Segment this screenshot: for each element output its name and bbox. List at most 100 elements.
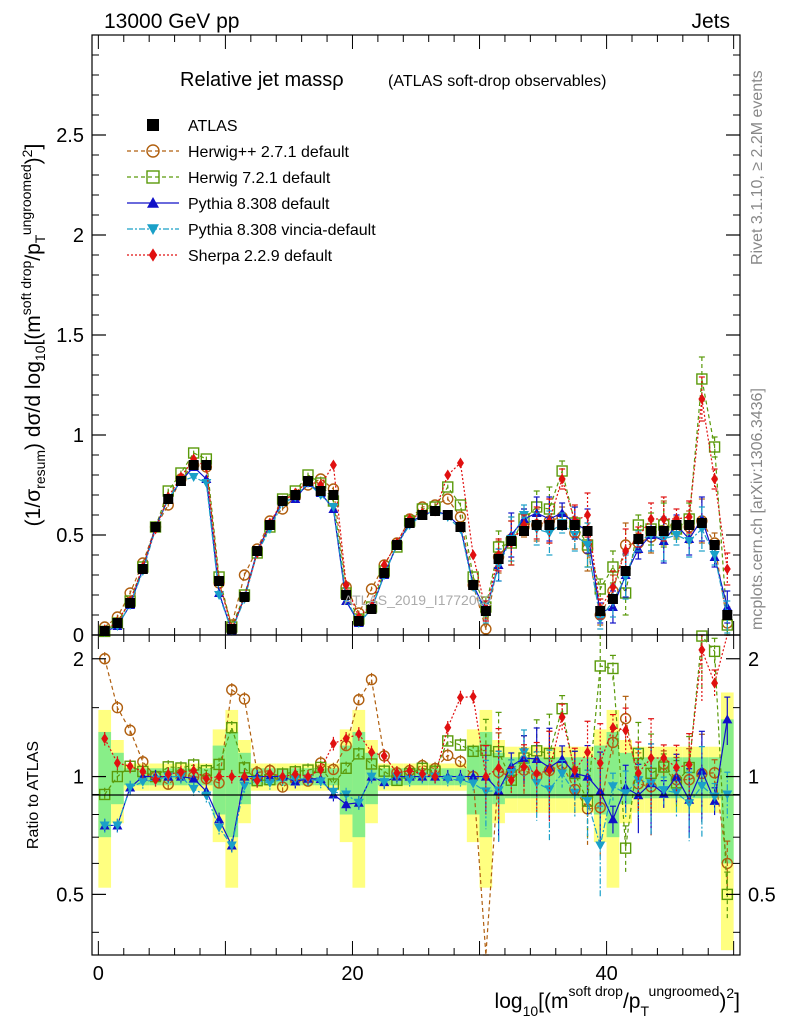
ratio-y-tick-label: 2 [73,649,84,671]
ratio-point [619,842,632,854]
axes: 0 0.5 1 1.5 2 2.5 0 20 40 0.5 0.5 1 1 2 2 [56,34,776,985]
ratio-point [454,739,467,751]
ratio-point [126,760,134,772]
data-point [341,590,352,600]
y-tick-label: 0.5 [56,525,84,547]
legend-label: Sherpa 2.2.9 default [188,248,333,265]
ratio-point [468,771,479,781]
data-point [620,566,631,576]
x-tick-label: 0 [93,963,104,985]
ratio-point [584,746,592,758]
data-point [137,564,148,574]
ratio-point [607,662,619,675]
legend-label: ATLAS [188,118,238,135]
data-point [329,459,337,471]
data-point [569,520,580,530]
data-point [709,551,720,560]
ratio-point [164,768,172,780]
mcplots-label: mcplots.cern.ch [arXiv:1306.3436] [749,388,766,630]
ratio-point [558,711,566,723]
ratio-point [226,721,238,734]
ratio-point [582,797,593,807]
data-point [622,545,630,557]
data-point [150,522,161,532]
ratio-point [124,724,136,737]
legend-label: Herwig++ 2.7.1 default [188,144,350,161]
y-axis-label: (1/σresum) dσ/d log10[(msoft drop/pTungr… [18,144,48,527]
svg-text:(1/σresum) dσ/d log10[(msoft d: (1/σresum) dσ/d log10[(msoft drop/pTungr… [18,144,48,527]
y-tick-label: 2 [73,225,84,247]
series-line [104,466,728,633]
ratio-point [531,753,542,763]
ratio-point [139,765,147,777]
x-tick-label: 20 [341,963,363,985]
data-point [531,520,542,530]
data-point [353,616,364,626]
ratio-point [533,768,541,780]
data-point [671,531,682,540]
ratio-point [469,691,477,703]
x-tick-label: 40 [595,963,617,985]
data-point [455,522,466,532]
ratio-point [442,749,454,761]
y-tick-label: 0 [73,625,84,647]
ratio-point [355,728,363,740]
ratio-y-tick-label-right: 0.5 [748,884,776,906]
ratio-point [708,645,721,658]
ratio-point [455,775,466,785]
ratio-point [340,762,352,774]
ratio-point [291,768,299,780]
data-point [188,460,199,470]
y-tick-label: 2.5 [56,125,84,147]
ratio-point [329,738,337,750]
data-point [544,529,555,538]
ratio-point [480,787,491,797]
analysis-watermark: ATLAS_2019_I1772062 [344,592,493,608]
data-point [201,460,212,470]
ratio-point [696,765,707,775]
ratio-point [125,783,136,793]
series-atlas [99,460,733,636]
ratio-y-tick-label: 0.5 [56,884,84,906]
ratio-point [482,771,490,783]
ratio-point [238,693,251,705]
data-point [468,580,479,590]
data-point [456,457,464,469]
ratio-point [672,762,680,774]
ratio-point [201,791,212,801]
data-point [328,503,339,512]
data-point [722,610,733,620]
ratio-point [696,630,708,642]
data-point [696,518,707,528]
ratio-point [152,774,160,786]
ratio-point [406,765,414,777]
legend-entry: Sherpa 2.2.9 default [127,248,333,265]
data-point [609,581,617,593]
ratio-point [101,733,109,745]
ratio-point [214,823,225,833]
ratio-point [671,788,682,798]
data-point [315,486,326,496]
data-point [444,469,452,481]
ratio-point [112,821,123,831]
ratio-point [111,701,124,714]
y-tick-label: 1.5 [56,325,84,347]
data-point [125,598,136,608]
data-point [342,579,350,591]
ratio-point [544,785,555,795]
legend-entry: Pythia 8.308 vincia-default [127,222,376,239]
ratio-point [685,759,693,771]
ratio-band-green [123,768,137,786]
ratio-point [327,763,340,776]
data-point [238,569,251,581]
data-point [558,473,566,485]
ratio-point [315,777,326,787]
ratio-point [696,781,707,791]
ratio-point [721,857,733,870]
ratio-point [557,769,568,779]
ratio-point [658,786,669,796]
ratio-point [418,768,426,780]
ratio-point [304,771,312,783]
data-point [264,520,275,530]
